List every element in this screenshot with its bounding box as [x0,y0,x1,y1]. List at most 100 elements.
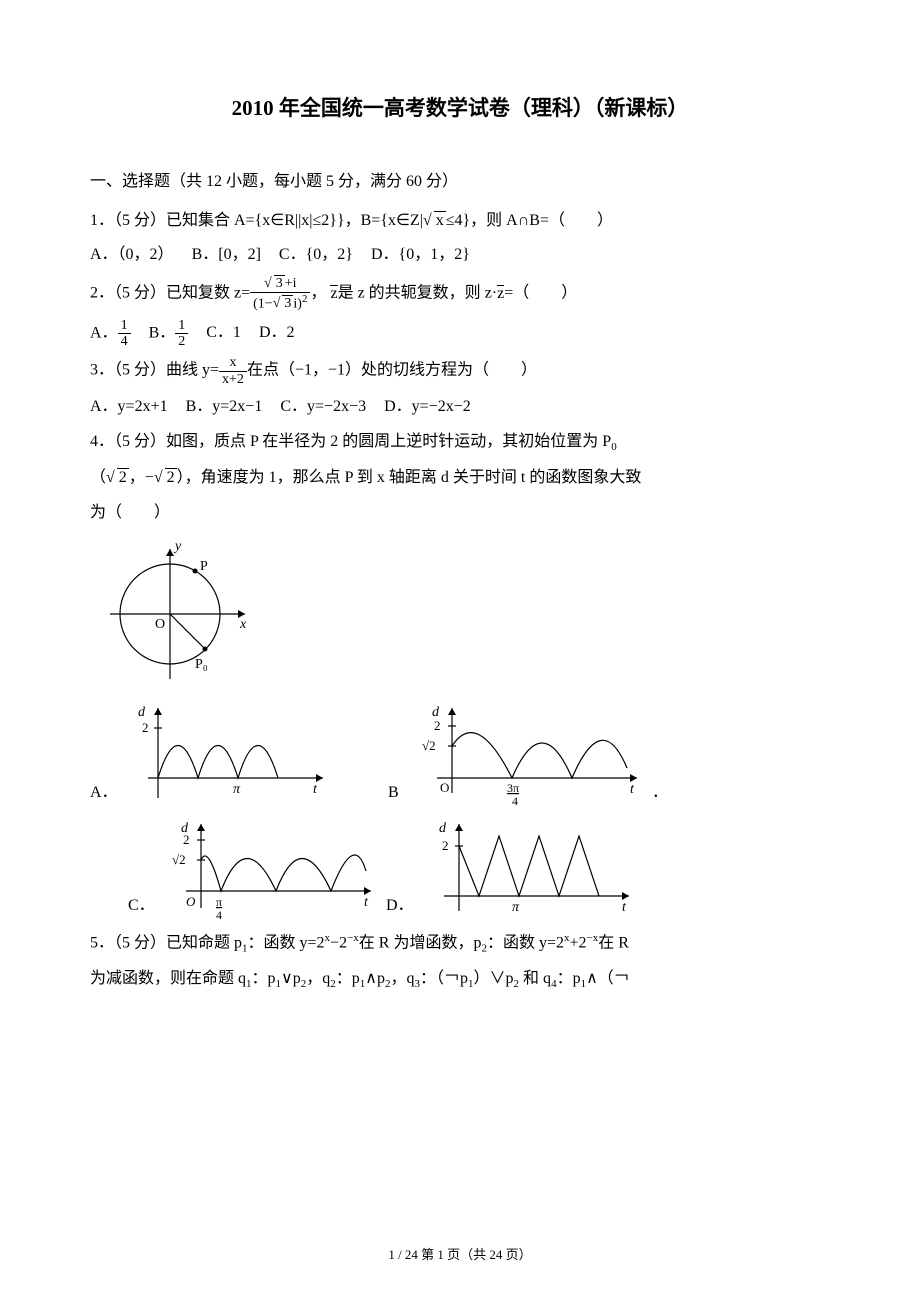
q2-num-rad: 3 [274,275,285,291]
q4-p1-pre: 4．（5 分）如图，质点 P 在半径为 2 的圆周上逆时针运动，其初始位置为 P [90,433,611,450]
q5-l1-f: 在 R [598,934,629,951]
page-footer: 1 / 24 第 1 页（共 24 页） [0,1243,920,1266]
q2-zeq: z= [234,285,250,302]
q4-p2-mid: ，− [129,469,154,486]
q5-l2-d: ，q [306,970,330,987]
pi-label: π [233,782,241,797]
q2-a-num: 1 [118,318,131,334]
q5-l2-f: ∧p [365,970,385,987]
q5-l2-b: ：p [252,970,276,987]
q2-comma: ， [310,285,326,302]
q3-post: 在点（−1，−1）处的切线方程为（ ） [247,362,537,379]
q4-r2: 2 [165,468,177,486]
question-5-line1: 5．（5 分）已知命题 p1：函数 y=2x−2−x在 R 为增函数，p2：函数… [90,929,830,959]
q1-choices: A．（0，2） B．[0，2] C．{0，2} D．{0，1，2} [90,241,830,270]
question-2: 2．（5 分）已知复数 z= √3+i (1−√3i)2 ， z是 z 的共轭复… [90,276,830,311]
q2-den: (1−√3i)2 [250,293,310,312]
q1-choice-a: A．（0，2） [90,241,174,270]
question-4-line1: 4．（5 分）如图，质点 P 在半径为 2 的圆周上逆时针运动，其初始位置为 P… [90,428,830,458]
exam-page: 2010 年全国统一高考数学试卷（理科）（新课标） 一、选择题（共 12 小题，… [0,0,920,1302]
q3-num: x [219,355,247,371]
q4-circle-diagram: y x O P P₀ [90,534,830,694]
q4-option-a-graph: d 2 π t [128,698,328,808]
q4-row-cd: C． d 2 √2 O π 4 t D． [90,816,830,921]
q3-pre: 3．（5 分）曲线 y= [90,362,219,379]
q5-l2-a: 为减函数，则在命题 q [90,970,246,987]
q2-den-pre: (1− [253,296,273,311]
q5-l2-i: ）∨p [474,970,514,987]
q3-frac: xx+2 [219,355,247,387]
origin-label: O [186,894,196,909]
q2-a-frac: 14 [118,318,131,350]
q5-l2-c: ∨p [281,970,301,987]
two-label: 2 [142,720,149,735]
q2-b-num: 1 [175,318,188,334]
sqrt-icon: √3 [273,296,294,311]
page-title: 2010 年全国统一高考数学试卷（理科）（新课标） [90,90,830,128]
point-p-label: P [200,559,208,574]
q2-frac: √3+i (1−√3i)2 [250,276,310,311]
q2-choice-d: D．2 [259,319,295,348]
two-label: 2 [183,832,190,847]
q4-label-c: C． [128,892,156,921]
q5-l1-e: +2 [570,934,587,951]
q2-den-sup: 2 [302,293,308,305]
q2-a-den: 4 [118,334,131,349]
pi-label: π [512,900,520,915]
q2-eq: =（ ） [504,285,577,302]
question-5-line2: 为减函数，则在命题 q1：p1∨p2，q2：p1∧p2，q3：（￢p1）∨p2 … [90,965,830,995]
q4-p2-pre: （ [90,469,106,486]
q2-zstar: z· [485,285,497,302]
q5-l1-c: 在 R 为增函数，p [359,934,482,951]
q2-a-label: A． [90,324,118,341]
q4-row-ab: A． d 2 π t B [90,698,830,808]
q3-choice-b: B．y=2x−1 [186,393,263,422]
tick-den: 4 [216,908,222,921]
q2-zbar1: z [330,285,337,302]
d-label: d [138,705,146,720]
q4-label-b: B [388,779,402,808]
tick-num: π [216,895,222,909]
point-p0-label: P₀ [195,657,208,672]
t-label: t [622,900,627,915]
q2-choice-a: A．14 [90,318,131,350]
question-3: 3．（5 分）曲线 y=xx+2在点（−1，−1）处的切线方程为（ ） [90,355,830,387]
circle-svg: y x O P P₀ [90,534,260,694]
q2-pre: 2．（5 分）已知复数 [90,285,230,302]
q2-num: √3+i [250,276,310,292]
d-label: d [439,821,447,836]
q5-exp4: −x [587,932,599,944]
sqrt-icon: √2 [106,464,129,493]
q2-den-post: i) [293,296,302,311]
q3-choice-c: C．y=−2x−3 [280,393,366,422]
q5-l1-pre: 5．（5 分）已知命题 p [90,934,242,951]
q5-l2-h: ：（￢p [420,970,468,987]
q2-choice-c: C．1 [206,319,241,348]
q4-option-d-graph: d 2 π t [424,816,634,921]
t-label: t [364,895,369,910]
sqrt2-label: √2 [172,852,186,867]
q1-setb-r: ≤4} [446,212,470,229]
q4-option-c-graph: d 2 √2 O π 4 t [166,816,376,921]
question-4-line3: 为（ ） [90,499,830,528]
question-4-line2: （√2，−√2），角速度为 1，那么点 P 到 x 轴距离 d 关于时间 t 的… [90,464,830,493]
q3-choice-d: D．y=−2x−2 [384,393,471,422]
q4-label-b-dot: ． [652,779,662,808]
section-heading: 一、选择题（共 12 小题，每小题 5 分，满分 60 分） [90,168,830,197]
q1-choice-c: C．{0，2} [279,241,353,270]
q5-l1-a: ：函数 y=2 [248,934,325,951]
q2-den-rad: 3 [282,295,293,311]
q4-option-b-graph: d 2 √2 O 3π 4 t [412,698,642,808]
q1-stem-post: ，则 A∩B=（ ） [470,212,613,229]
q2-b-frac: 12 [175,318,188,350]
q5-l2-j: 和 q [519,970,551,987]
sqrt-icon: √x [423,207,446,236]
t-label: t [630,782,635,797]
q1-rad: x [434,211,446,229]
two-label: 2 [434,718,441,733]
q2-choice-b: B．12 [149,318,189,350]
q4-r1: 2 [117,468,129,486]
origin-label: O [440,780,449,795]
tick-den: 4 [512,794,518,808]
tick-num: 3π [507,781,519,795]
